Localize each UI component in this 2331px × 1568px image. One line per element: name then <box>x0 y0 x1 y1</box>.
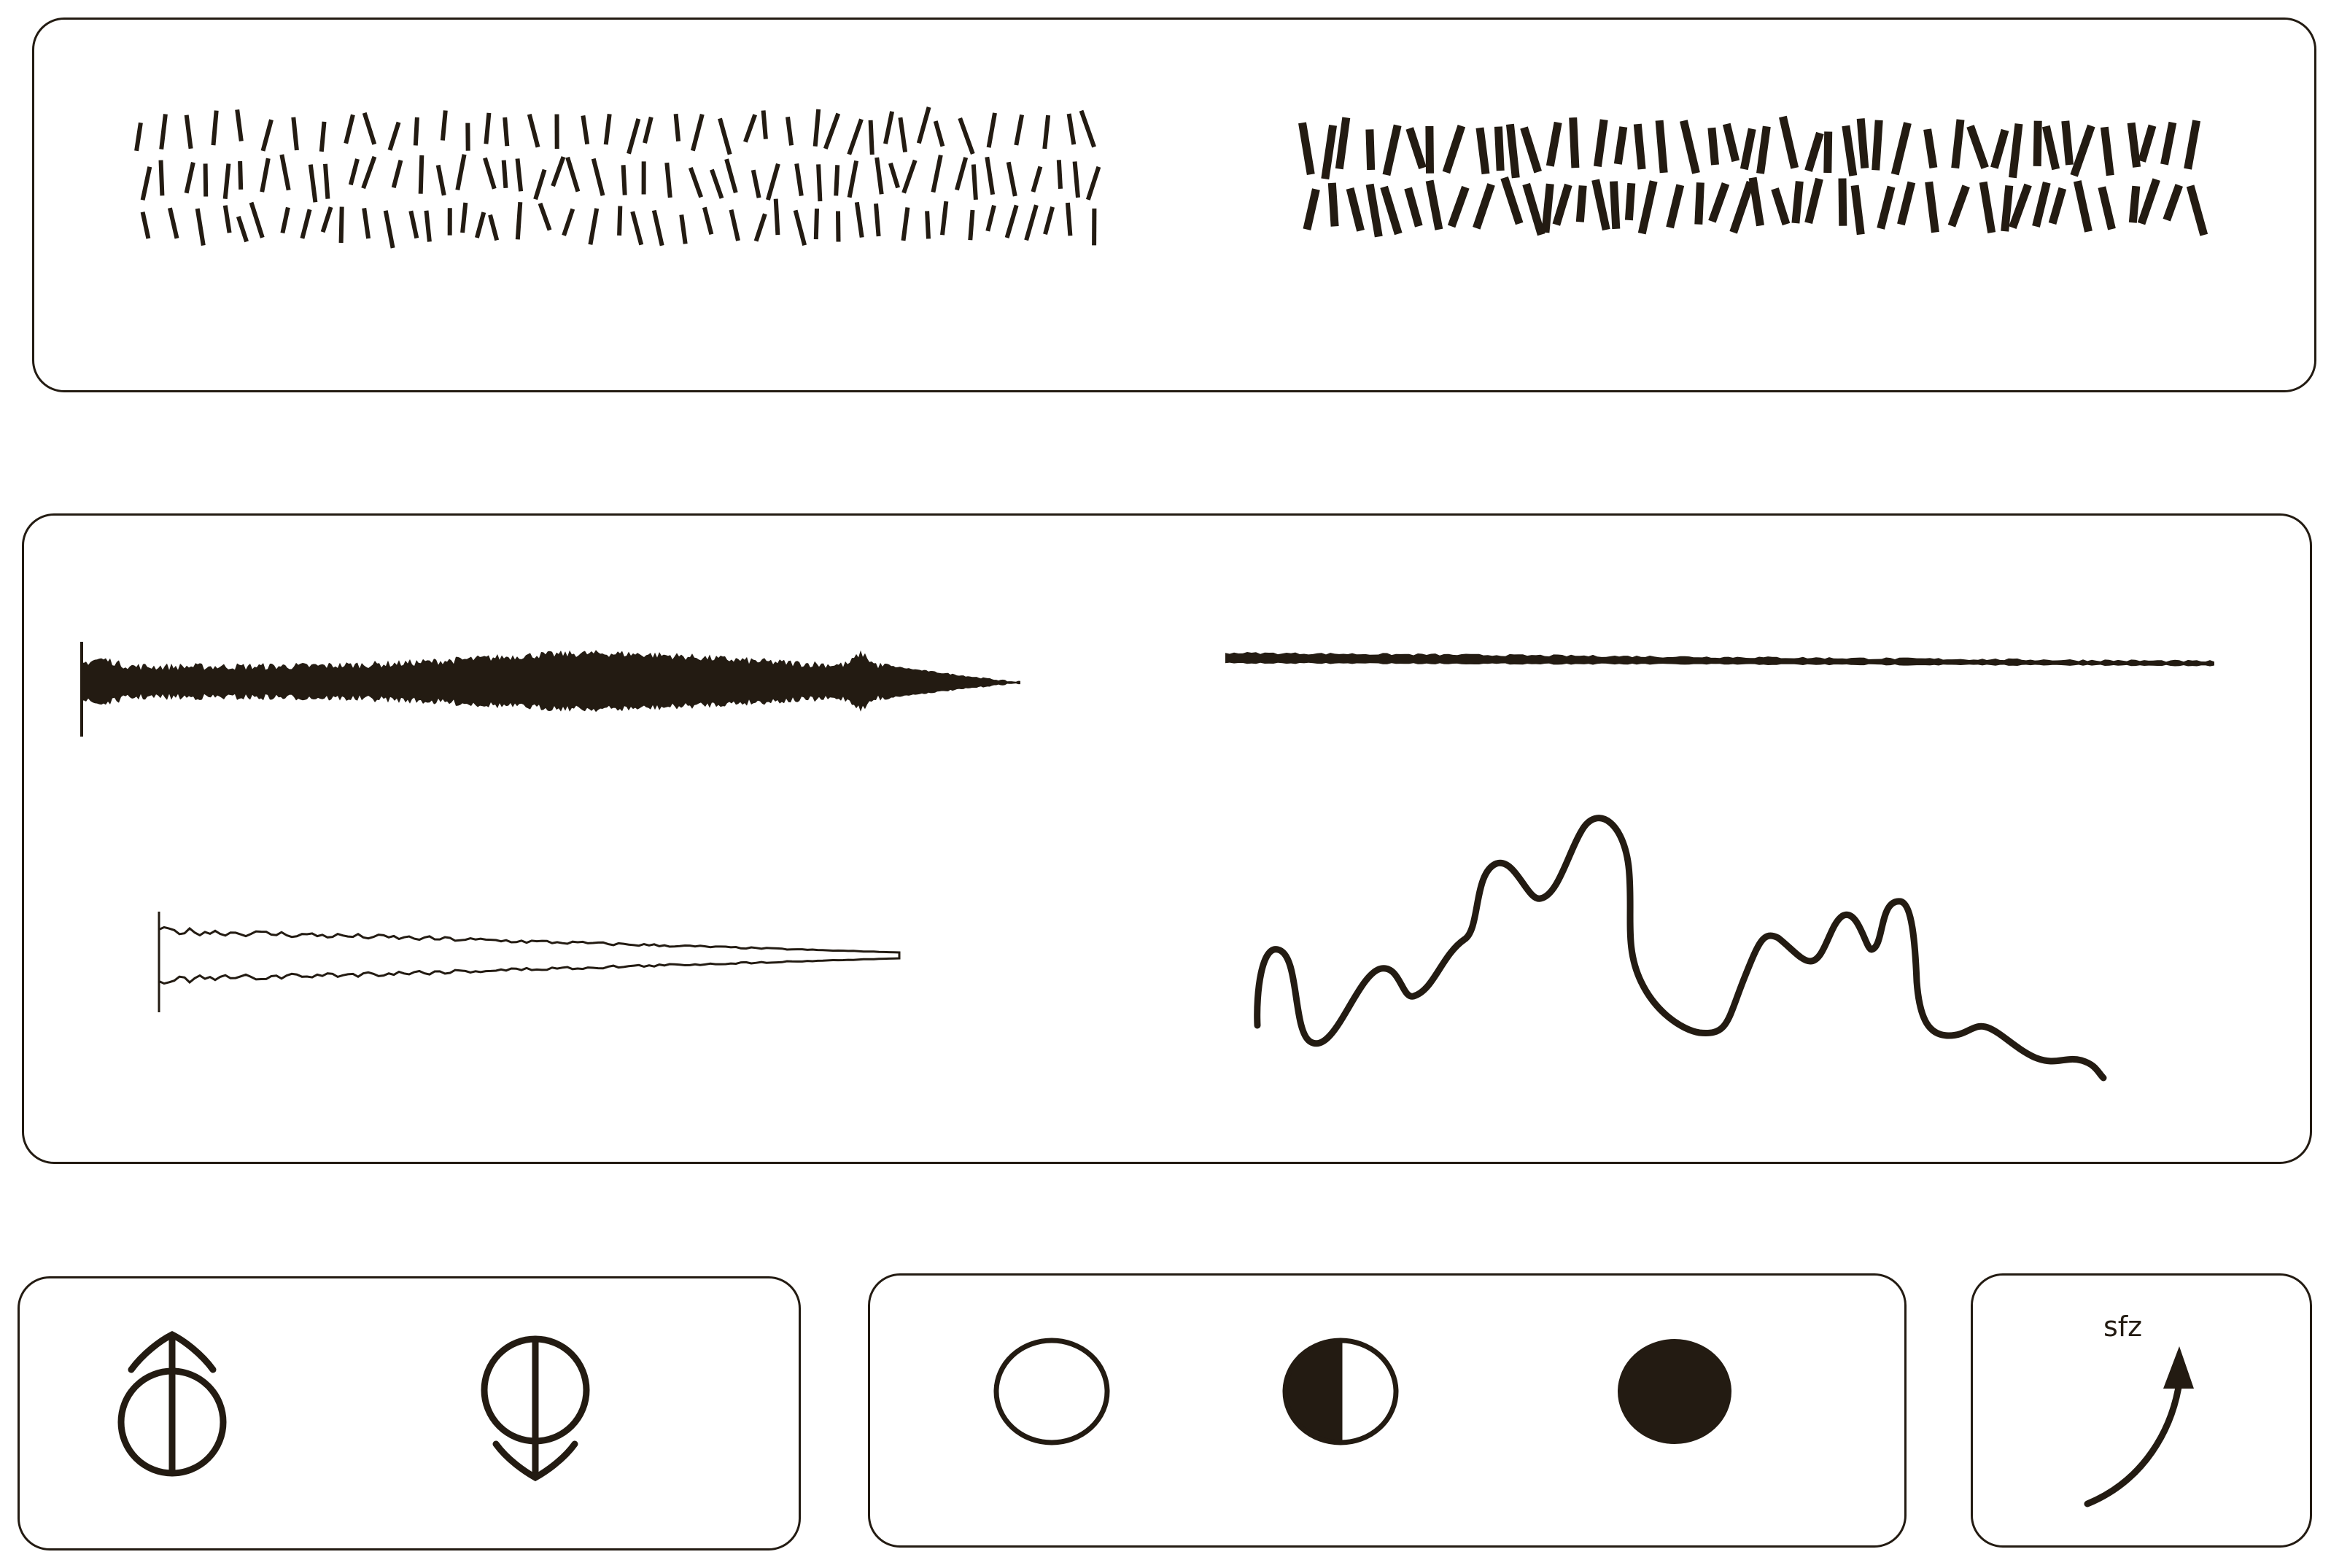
thick-dash-texture <box>1298 115 2208 238</box>
panel-arrow-circles <box>18 1276 801 1550</box>
circle-up-arrow-icon <box>117 1330 227 1477</box>
wavy-curve-line <box>1254 815 2107 1082</box>
filled-circle-icon <box>1618 1339 1731 1444</box>
half-filled-circle-icon <box>1282 1338 1399 1445</box>
panel-circle-fills <box>868 1273 1907 1548</box>
curved-up-arrow-icon <box>2084 1346 2194 1507</box>
panel-sfz <box>1971 1273 2312 1548</box>
panel-waveforms <box>22 513 2312 1164</box>
sfz-label: sfz <box>2103 1311 2142 1343</box>
long-tapering-line <box>1225 652 2214 667</box>
dense-waveform <box>80 642 1020 737</box>
thin-waveform-outline <box>158 912 901 1012</box>
circle-down-arrow-icon <box>481 1335 590 1482</box>
empty-circle-icon <box>993 1338 1110 1445</box>
thin-dash-texture <box>134 106 1101 249</box>
